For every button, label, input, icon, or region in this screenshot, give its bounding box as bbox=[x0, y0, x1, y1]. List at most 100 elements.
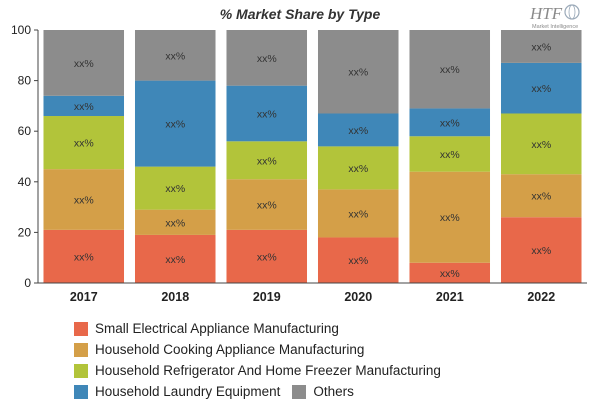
data-label: xx% bbox=[165, 254, 185, 266]
bar-segment bbox=[409, 108, 491, 137]
data-label: xx% bbox=[440, 212, 460, 224]
bar-segment bbox=[226, 85, 308, 142]
legend-swatch bbox=[74, 363, 88, 378]
logo-subtext: Market Intelligence bbox=[532, 24, 578, 30]
data-label: xx% bbox=[440, 64, 460, 76]
data-label: xx% bbox=[531, 83, 551, 95]
bar-segment bbox=[500, 30, 582, 63]
y-tick-label: 0 bbox=[24, 276, 31, 290]
legend-row: Household Laundry Equipment Others bbox=[74, 381, 574, 402]
legend-label: Household Laundry Equipment bbox=[95, 384, 281, 399]
data-label: xx% bbox=[74, 195, 94, 207]
data-label: xx% bbox=[165, 50, 185, 62]
data-label: xx% bbox=[531, 191, 551, 203]
data-label: xx% bbox=[165, 217, 185, 229]
x-tick-label: 2021 bbox=[436, 290, 464, 304]
bar-segment bbox=[226, 141, 308, 180]
data-label: xx% bbox=[531, 41, 551, 53]
bar-segment bbox=[43, 30, 125, 96]
bar-segment bbox=[134, 166, 216, 210]
y-tick-label: 100 bbox=[11, 23, 31, 37]
data-label: xx% bbox=[348, 125, 368, 137]
bar-segment bbox=[43, 95, 125, 117]
x-tick-label: 2017 bbox=[70, 290, 98, 304]
legend-swatch bbox=[74, 321, 88, 336]
bar-segment bbox=[226, 229, 308, 283]
legend-item: Household Laundry Equipment bbox=[74, 384, 280, 399]
data-label: xx% bbox=[531, 139, 551, 151]
data-label: xx% bbox=[74, 101, 94, 113]
bar-segment bbox=[43, 116, 125, 170]
data-label: xx% bbox=[74, 138, 94, 150]
logo-text: HTF bbox=[529, 4, 563, 23]
axes-layer: 2017 2018 2019 2020 2021 2022 0 20 40 60 80 100 bbox=[11, 23, 587, 304]
legend-row: Household Refrigerator And Home Freezer … bbox=[74, 360, 574, 381]
bar-segment bbox=[43, 169, 125, 230]
htf-logo: HTF Market Intelligence bbox=[529, 4, 580, 30]
data-label: xx% bbox=[74, 58, 94, 70]
bar-segment bbox=[317, 146, 399, 190]
y-tick-label: 60 bbox=[18, 124, 32, 138]
legend-label: Household Refrigerator And Home Freezer … bbox=[95, 363, 441, 378]
bar-segment bbox=[134, 80, 216, 167]
legend-item: Small Electrical Appliance Manufacturing bbox=[74, 321, 339, 336]
bar-segment bbox=[500, 62, 582, 114]
data-label: xx% bbox=[348, 67, 368, 79]
globe-meridian bbox=[568, 4, 576, 20]
legend-label: Others bbox=[313, 384, 354, 399]
data-label: xx% bbox=[440, 117, 460, 129]
bar-segment bbox=[500, 217, 582, 283]
legend-item: Others bbox=[292, 384, 354, 399]
data-label: xx% bbox=[348, 163, 368, 175]
bar-segment bbox=[409, 262, 491, 283]
legend-label: Household Cooking Appliance Manufacturin… bbox=[95, 342, 365, 357]
bars-layer: xx% xx% xx% xx% xx% xx% xx% xx% xx% xx% xx% xx% xx% x… bbox=[43, 30, 582, 283]
bar-segment bbox=[134, 30, 216, 81]
y-tick-label: 20 bbox=[18, 225, 32, 239]
globe-icon bbox=[564, 4, 580, 20]
bar-segment bbox=[500, 174, 582, 218]
legend-label: Small Electrical Appliance Manufacturing bbox=[95, 321, 339, 336]
x-tick-label: 2018 bbox=[161, 290, 189, 304]
legend-row: Household Cooking Appliance Manufacturin… bbox=[74, 339, 574, 360]
data-label: xx% bbox=[257, 251, 277, 263]
legend-swatch bbox=[292, 384, 307, 399]
legend-item: Household Refrigerator And Home Freezer … bbox=[74, 363, 441, 378]
data-label: xx% bbox=[257, 155, 277, 167]
bar-segment bbox=[317, 113, 399, 147]
data-label: xx% bbox=[348, 208, 368, 220]
x-tick-label: 2019 bbox=[253, 290, 281, 304]
bar-segment bbox=[500, 113, 582, 175]
data-label: xx% bbox=[348, 255, 368, 267]
bar-segment bbox=[43, 229, 125, 283]
data-label: xx% bbox=[440, 268, 460, 280]
bar-segment bbox=[409, 171, 491, 263]
stacked-bar-chart: % Market Share by Type xx%xx%xx%xx%xx%xx… bbox=[11, 6, 587, 304]
data-label: xx% bbox=[165, 119, 185, 131]
legend: Small Electrical Appliance Manufacturing… bbox=[74, 318, 574, 402]
x-tick-label: 2022 bbox=[527, 290, 555, 304]
data-label: xx% bbox=[531, 245, 551, 257]
legend-item: Household Cooking Appliance Manufacturin… bbox=[74, 342, 364, 357]
bar-segment bbox=[317, 30, 399, 114]
bar-segment bbox=[409, 30, 491, 109]
bar-segment bbox=[134, 234, 216, 283]
legend-swatch bbox=[74, 384, 88, 399]
data-label: xx% bbox=[257, 108, 277, 120]
x-tick-label: 2020 bbox=[344, 290, 372, 304]
data-label: xx% bbox=[74, 251, 94, 263]
bar-segment bbox=[409, 136, 491, 172]
data-label: xx% bbox=[165, 183, 185, 195]
bar-segment bbox=[226, 179, 308, 230]
bar-segment bbox=[317, 237, 399, 283]
bar-segment bbox=[134, 209, 216, 235]
data-label: xx% bbox=[440, 149, 460, 161]
chart-title: % Market Share by Type bbox=[220, 6, 381, 22]
legend-row: Small Electrical Appliance Manufacturing bbox=[74, 318, 574, 339]
bar-segment bbox=[226, 30, 308, 86]
data-label: xx% bbox=[257, 200, 277, 212]
y-tick-label: 80 bbox=[18, 74, 32, 88]
legend-swatch bbox=[74, 342, 88, 357]
data-label: xx% bbox=[257, 53, 277, 65]
y-tick-label: 40 bbox=[18, 175, 32, 189]
